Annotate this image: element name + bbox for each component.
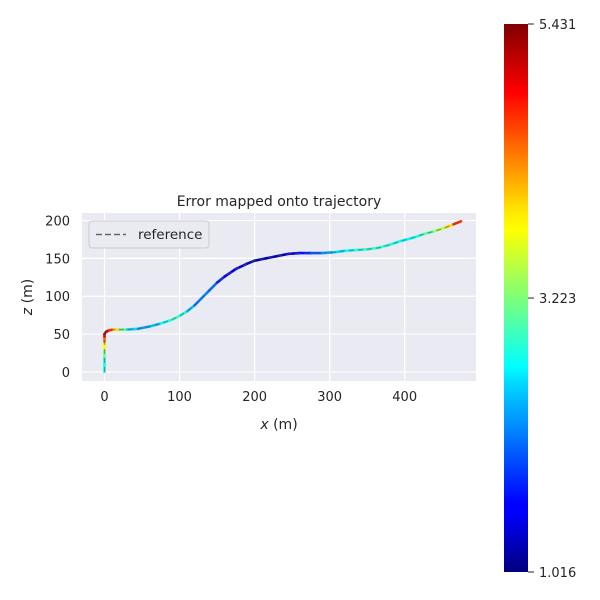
colorbar-ticks: 1.016 3.223 5.431 [528, 18, 576, 581]
colorbar-tick-label: 3.223 [539, 292, 576, 307]
grid-lines [82, 213, 476, 381]
legend-box [88, 220, 210, 249]
x-axis-label-unit: (m) [269, 417, 298, 433]
y-tick-label: 50 [53, 328, 70, 343]
y-tick-label: 100 [45, 290, 70, 305]
x-tick-label: 100 [167, 390, 192, 405]
x-tick-label: 300 [317, 390, 342, 405]
x-axis-label-var: x [259, 417, 269, 433]
y-axis-label: z (m) [20, 279, 36, 316]
y-tick-label: 200 [45, 215, 70, 230]
colorbar: 1.016 3.223 5.431 [504, 18, 576, 581]
x-tick-label: 200 [242, 390, 267, 405]
x-tick-label: 400 [392, 390, 417, 405]
y-axis-label-unit: (m) [20, 279, 36, 308]
y-axis-label-var: z [20, 307, 36, 316]
y-tick-label: 150 [45, 252, 70, 267]
x-axis-label: x (m) [259, 417, 297, 433]
legend-reference-label: reference [138, 227, 202, 243]
reference-line [103, 220, 462, 372]
colorbar-tick-label: 5.431 [539, 18, 576, 33]
chart-title: Error mapped onto trajectory [177, 194, 382, 210]
y-tick-label: 0 [62, 366, 70, 381]
legend: reference [88, 220, 210, 249]
trajectory [103, 220, 463, 374]
axis-ticks: 0 100 200 300 400 0 50 100 150 200 [45, 215, 417, 405]
colorbar-gradient [504, 24, 528, 572]
x-tick-label: 0 [100, 390, 108, 405]
colorbar-tick-label: 1.016 [539, 566, 576, 581]
